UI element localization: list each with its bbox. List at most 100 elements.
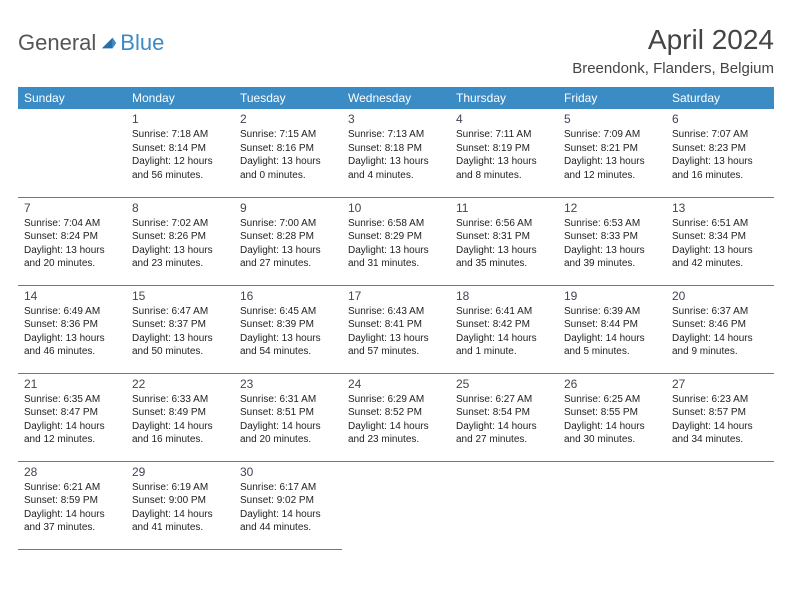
- day-number: 26: [564, 377, 660, 391]
- sunrise-text: Sunrise: 6:47 AM: [132, 305, 228, 319]
- day-number: 22: [132, 377, 228, 391]
- sunset-text: Sunset: 8:36 PM: [24, 318, 120, 332]
- daylight-text: Daylight: 12 hours and 56 minutes.: [132, 155, 228, 182]
- calendar-table: Sunday Monday Tuesday Wednesday Thursday…: [18, 87, 774, 550]
- day-detail: Sunrise: 6:33 AMSunset: 8:49 PMDaylight:…: [132, 393, 228, 447]
- sunset-text: Sunset: 8:37 PM: [132, 318, 228, 332]
- daylight-text: Daylight: 13 hours and 50 minutes.: [132, 332, 228, 359]
- calendar-empty-cell: [18, 109, 126, 197]
- sunrise-text: Sunrise: 6:33 AM: [132, 393, 228, 407]
- sunrise-text: Sunrise: 6:41 AM: [456, 305, 552, 319]
- calendar-day-cell: 26 Sunrise: 6:25 AMSunset: 8:55 PMDayligh…: [558, 373, 666, 461]
- weekday-header: Wednesday: [342, 87, 450, 109]
- daylight-text: Daylight: 13 hours and 4 minutes.: [348, 155, 444, 182]
- sunset-text: Sunset: 8:42 PM: [456, 318, 552, 332]
- calendar-day-cell: 6Sunrise: 7:07 AMSunset: 8:23 PMDaylight…: [666, 109, 774, 197]
- weekday-header: Thursday: [450, 87, 558, 109]
- sunset-text: Sunset: 8:31 PM: [456, 230, 552, 244]
- day-number: 5: [564, 112, 660, 126]
- day-detail: Sunrise: 6:29 AMSunset: 8:52 PMDaylight:…: [348, 393, 444, 447]
- sunrise-text: Sunrise: 6:51 AM: [672, 217, 768, 231]
- sunrise-text: Sunrise: 7:07 AM: [672, 128, 768, 142]
- day-number: 8: [132, 201, 228, 215]
- daylight-text: Daylight: 13 hours and 39 minutes.: [564, 244, 660, 271]
- sunrise-text: Sunrise: 6:39 AM: [564, 305, 660, 319]
- logo: General Blue: [18, 24, 164, 56]
- calendar-day-cell: 4Sunrise: 7:11 AMSunset: 8:19 PMDaylight…: [450, 109, 558, 197]
- sunset-text: Sunset: 8:51 PM: [240, 406, 336, 420]
- day-number: 3: [348, 112, 444, 126]
- sunset-text: Sunset: 9:00 PM: [132, 494, 228, 508]
- sunrise-text: Sunrise: 6:31 AM: [240, 393, 336, 407]
- sunrise-text: Sunrise: 6:43 AM: [348, 305, 444, 319]
- weekday-header: Tuesday: [234, 87, 342, 109]
- day-detail: Sunrise: 7:07 AMSunset: 8:23 PMDaylight:…: [672, 128, 768, 182]
- calendar-day-cell: 5Sunrise: 7:09 AMSunset: 8:21 PMDaylight…: [558, 109, 666, 197]
- calendar-day-cell: 7Sunrise: 7:04 AMSunset: 8:24 PMDaylight…: [18, 197, 126, 285]
- sunrise-text: Sunrise: 7:02 AM: [132, 217, 228, 231]
- sunrise-text: Sunrise: 6:37 AM: [672, 305, 768, 319]
- calendar-day-cell: 21 Sunrise: 6:35 AMSunset: 8:47 PMDayligh…: [18, 373, 126, 461]
- calendar-day-cell: 17Sunrise: 6:43 AMSunset: 8:41 PMDayligh…: [342, 285, 450, 373]
- sunset-text: Sunset: 9:02 PM: [240, 494, 336, 508]
- daylight-text: Daylight: 14 hours and 34 minutes.: [672, 420, 768, 447]
- daylight-text: Daylight: 13 hours and 27 minutes.: [240, 244, 336, 271]
- sunrise-text: Sunrise: 6:25 AM: [564, 393, 660, 407]
- location-label: Breendonk, Flanders, Belgium: [572, 60, 774, 77]
- daylight-text: Daylight: 14 hours and 12 minutes.: [24, 420, 120, 447]
- day-number: 28: [24, 465, 120, 479]
- day-detail: Sunrise: 6:37 AMSunset: 8:46 PMDaylight:…: [672, 305, 768, 359]
- daylight-text: Daylight: 13 hours and 35 minutes.: [456, 244, 552, 271]
- sunrise-text: Sunrise: 6:53 AM: [564, 217, 660, 231]
- calendar-day-cell: 1Sunrise: 7:18 AMSunset: 8:14 PMDaylight…: [126, 109, 234, 197]
- daylight-text: Daylight: 13 hours and 0 minutes.: [240, 155, 336, 182]
- calendar-day-cell: 29Sunrise: 6:19 AMSunset: 9:00 PMDayligh…: [126, 461, 234, 549]
- calendar-day-cell: 23Sunrise: 6:31 AMSunset: 8:51 PMDayligh…: [234, 373, 342, 461]
- day-number: 27: [672, 377, 768, 391]
- sunrise-text: Sunrise: 6:21 AM: [24, 481, 120, 495]
- sunrise-text: Sunrise: 6:19 AM: [132, 481, 228, 495]
- day-number: 13: [672, 201, 768, 215]
- day-detail: Sunrise: 6:17 AMSunset: 9:02 PMDaylight:…: [240, 481, 336, 535]
- calendar-week-row: 21 Sunrise: 6:35 AMSunset: 8:47 PMDayligh…: [18, 373, 774, 461]
- sunset-text: Sunset: 8:44 PM: [564, 318, 660, 332]
- day-number: 1: [132, 112, 228, 126]
- day-detail: Sunrise: 7:02 AMSunset: 8:26 PMDaylight:…: [132, 217, 228, 271]
- sunrise-text: Sunrise: 7:00 AM: [240, 217, 336, 231]
- sunset-text: Sunset: 8:46 PM: [672, 318, 768, 332]
- day-detail: Sunrise: 6:27 AMSunset: 8:54 PMDaylight:…: [456, 393, 552, 447]
- calendar-day-cell: 14Sunrise: 6:49 AMSunset: 8:36 PMDayligh…: [18, 285, 126, 373]
- daylight-text: Daylight: 14 hours and 30 minutes.: [564, 420, 660, 447]
- day-number: 11: [456, 201, 552, 215]
- sunrise-text: Sunrise: 7:18 AM: [132, 128, 228, 142]
- daylight-text: Daylight: 14 hours and 44 minutes.: [240, 508, 336, 535]
- daylight-text: Daylight: 14 hours and 20 minutes.: [240, 420, 336, 447]
- sunset-text: Sunset: 8:52 PM: [348, 406, 444, 420]
- calendar-day-cell: 25Sunrise: 6:27 AMSunset: 8:54 PMDayligh…: [450, 373, 558, 461]
- day-detail: Sunrise: 6:58 AMSunset: 8:29 PMDaylight:…: [348, 217, 444, 271]
- day-detail: Sunrise: 6:31 AMSunset: 8:51 PMDaylight:…: [240, 393, 336, 447]
- day-number: 19: [564, 289, 660, 303]
- day-number: 21: [24, 377, 120, 391]
- calendar-week-row: 1Sunrise: 7:18 AMSunset: 8:14 PMDaylight…: [18, 109, 774, 197]
- calendar-day-cell: 22 Sunrise: 6:33 AMSunset: 8:49 PMDayligh…: [126, 373, 234, 461]
- day-detail: Sunrise: 6:53 AMSunset: 8:33 PMDaylight:…: [564, 217, 660, 271]
- sunrise-text: Sunrise: 6:23 AM: [672, 393, 768, 407]
- daylight-text: Daylight: 13 hours and 12 minutes.: [564, 155, 660, 182]
- weekday-header-row: Sunday Monday Tuesday Wednesday Thursday…: [18, 87, 774, 109]
- calendar-day-cell: 3 Sunrise: 7:13 AMSunset: 8:18 PMDaylight…: [342, 109, 450, 197]
- daylight-text: Daylight: 14 hours and 27 minutes.: [456, 420, 552, 447]
- calendar-day-cell: 24Sunrise: 6:29 AMSunset: 8:52 PMDayligh…: [342, 373, 450, 461]
- daylight-text: Daylight: 14 hours and 16 minutes.: [132, 420, 228, 447]
- daylight-text: Daylight: 13 hours and 31 minutes.: [348, 244, 444, 271]
- day-number: 14: [24, 289, 120, 303]
- calendar-day-cell: 27Sunrise: 6:23 AMSunset: 8:57 PMDayligh…: [666, 373, 774, 461]
- header: General Blue April 2024 Breendonk, Fland…: [18, 24, 774, 77]
- logo-text-general: General: [18, 30, 96, 56]
- sunrise-text: Sunrise: 6:17 AM: [240, 481, 336, 495]
- calendar-week-row: 7Sunrise: 7:04 AMSunset: 8:24 PMDaylight…: [18, 197, 774, 285]
- day-detail: Sunrise: 7:13 AMSunset: 8:18 PMDaylight:…: [348, 128, 444, 182]
- day-detail: Sunrise: 6:35 AMSunset: 8:47 PMDaylight:…: [24, 393, 120, 447]
- sunset-text: Sunset: 8:55 PM: [564, 406, 660, 420]
- sunrise-text: Sunrise: 6:27 AM: [456, 393, 552, 407]
